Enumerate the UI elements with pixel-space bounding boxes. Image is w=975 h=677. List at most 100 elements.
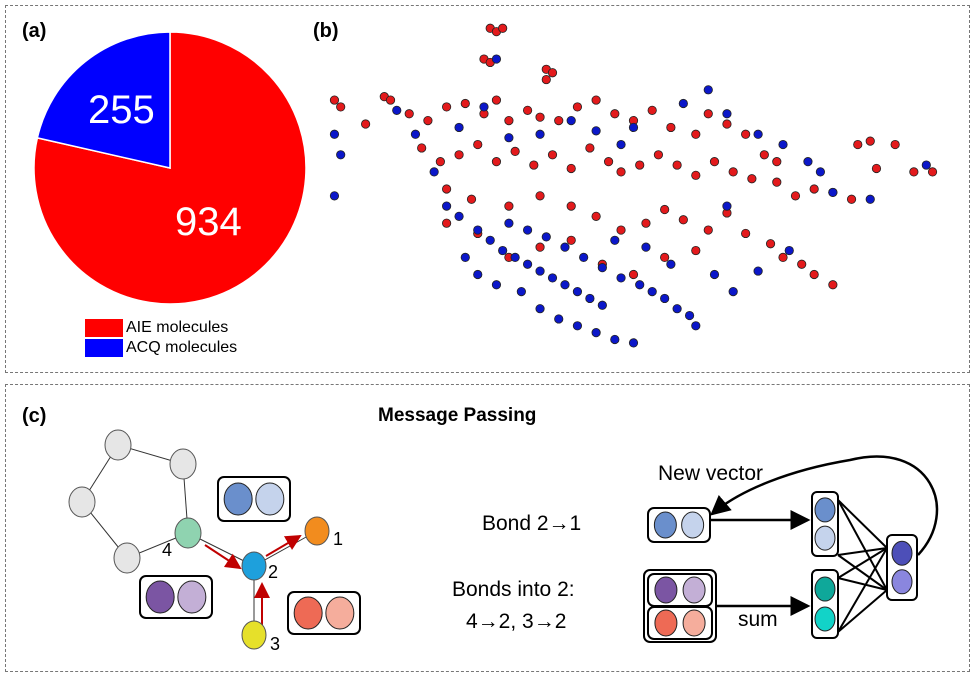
aie-point xyxy=(828,280,838,290)
aie-point xyxy=(672,160,682,170)
feature-circle xyxy=(814,525,836,551)
acq-point xyxy=(828,187,838,198)
aie-point xyxy=(610,109,620,119)
aie-point xyxy=(846,194,857,204)
feature-circle xyxy=(814,606,836,632)
acq-point xyxy=(473,269,483,280)
aie-point xyxy=(660,252,670,262)
acq-point xyxy=(691,321,701,331)
legend-item-acq: ACQ molecules xyxy=(85,338,237,358)
acq-point xyxy=(660,293,670,304)
acq-point xyxy=(454,122,464,133)
acq-point xyxy=(329,191,340,201)
acq-point xyxy=(572,321,583,331)
acq-point xyxy=(579,252,589,262)
acq-point xyxy=(921,160,931,170)
feature-circle xyxy=(814,497,836,523)
connection xyxy=(837,589,888,633)
acq-point xyxy=(666,259,676,269)
aie-point xyxy=(504,201,514,211)
aie-point xyxy=(728,167,738,177)
aie-point xyxy=(741,228,751,239)
acq-point xyxy=(473,225,483,235)
acq-point xyxy=(585,293,595,304)
atom-label-4: 4 xyxy=(162,540,173,560)
aie-point xyxy=(566,163,576,174)
acq-point xyxy=(784,245,794,256)
aie-point xyxy=(329,95,340,105)
feature-circle xyxy=(325,596,355,630)
aie-point xyxy=(385,95,396,105)
atom-label-2: 2 xyxy=(268,562,279,582)
acq-point xyxy=(778,139,788,150)
acq-point xyxy=(610,235,620,245)
connection xyxy=(837,499,888,549)
atom-3 xyxy=(241,620,267,650)
feature-circle xyxy=(681,511,705,539)
aie-point xyxy=(709,157,720,167)
atom-1 xyxy=(304,516,330,546)
pie-slice-0 xyxy=(33,31,307,305)
aie-point xyxy=(423,116,433,126)
connection xyxy=(837,577,888,591)
feedback-arrow xyxy=(710,455,939,556)
aie-point xyxy=(909,167,919,177)
aie-point xyxy=(441,102,452,112)
diagram-title: Message Passing xyxy=(378,405,537,426)
acq-point xyxy=(535,266,545,276)
acq-point xyxy=(572,286,583,297)
aie-point xyxy=(417,143,427,153)
panel-label-a: (a) xyxy=(22,20,47,42)
acq-point xyxy=(560,280,570,290)
aie-point xyxy=(635,160,645,170)
aie-point xyxy=(772,157,782,167)
feature-circle xyxy=(177,580,207,614)
aie-point xyxy=(541,74,551,85)
aie-point xyxy=(641,218,651,228)
acq-point xyxy=(329,129,340,139)
aie-point xyxy=(647,105,657,115)
aie-point xyxy=(927,167,938,177)
acq-point xyxy=(684,310,695,321)
legend: AIE molecules ACQ molecules xyxy=(85,318,237,358)
aie-point xyxy=(466,194,477,204)
connection xyxy=(837,547,888,633)
acq-point xyxy=(672,304,682,314)
acq-point xyxy=(635,280,645,290)
feature-circle xyxy=(223,482,253,516)
aie-point xyxy=(703,225,713,235)
aie-point xyxy=(460,98,470,109)
acq-point xyxy=(392,105,402,115)
acq-point xyxy=(722,109,732,119)
aie-point xyxy=(691,129,701,139)
acq-point xyxy=(510,252,520,262)
ring-atom xyxy=(169,448,197,480)
acq-point xyxy=(753,266,763,276)
acq-point xyxy=(610,334,620,345)
bonds-into-label: Bonds into 2: xyxy=(452,578,575,601)
acq-point xyxy=(803,157,813,167)
aie-point xyxy=(591,95,601,105)
aie-point xyxy=(853,139,863,150)
aie-point xyxy=(585,143,595,153)
aie-point xyxy=(535,112,545,122)
feature-circle xyxy=(814,576,836,602)
feature-circle xyxy=(653,511,677,539)
legend-item-aie: AIE molecules xyxy=(85,318,237,338)
panel-label-c: (c) xyxy=(22,405,47,427)
aie-point xyxy=(504,116,514,126)
pie-value-aie: 934 xyxy=(175,200,242,244)
panel-label-b: (b) xyxy=(313,20,339,42)
aie-point xyxy=(678,215,688,225)
acq-point xyxy=(535,129,545,139)
aie-point xyxy=(747,174,757,184)
aie-point xyxy=(566,201,576,211)
connection xyxy=(837,547,888,556)
aie-point xyxy=(809,184,819,194)
feature-circle xyxy=(293,596,323,630)
aie-point xyxy=(653,150,664,160)
aie-point xyxy=(759,150,769,160)
atom-2 xyxy=(241,551,267,581)
